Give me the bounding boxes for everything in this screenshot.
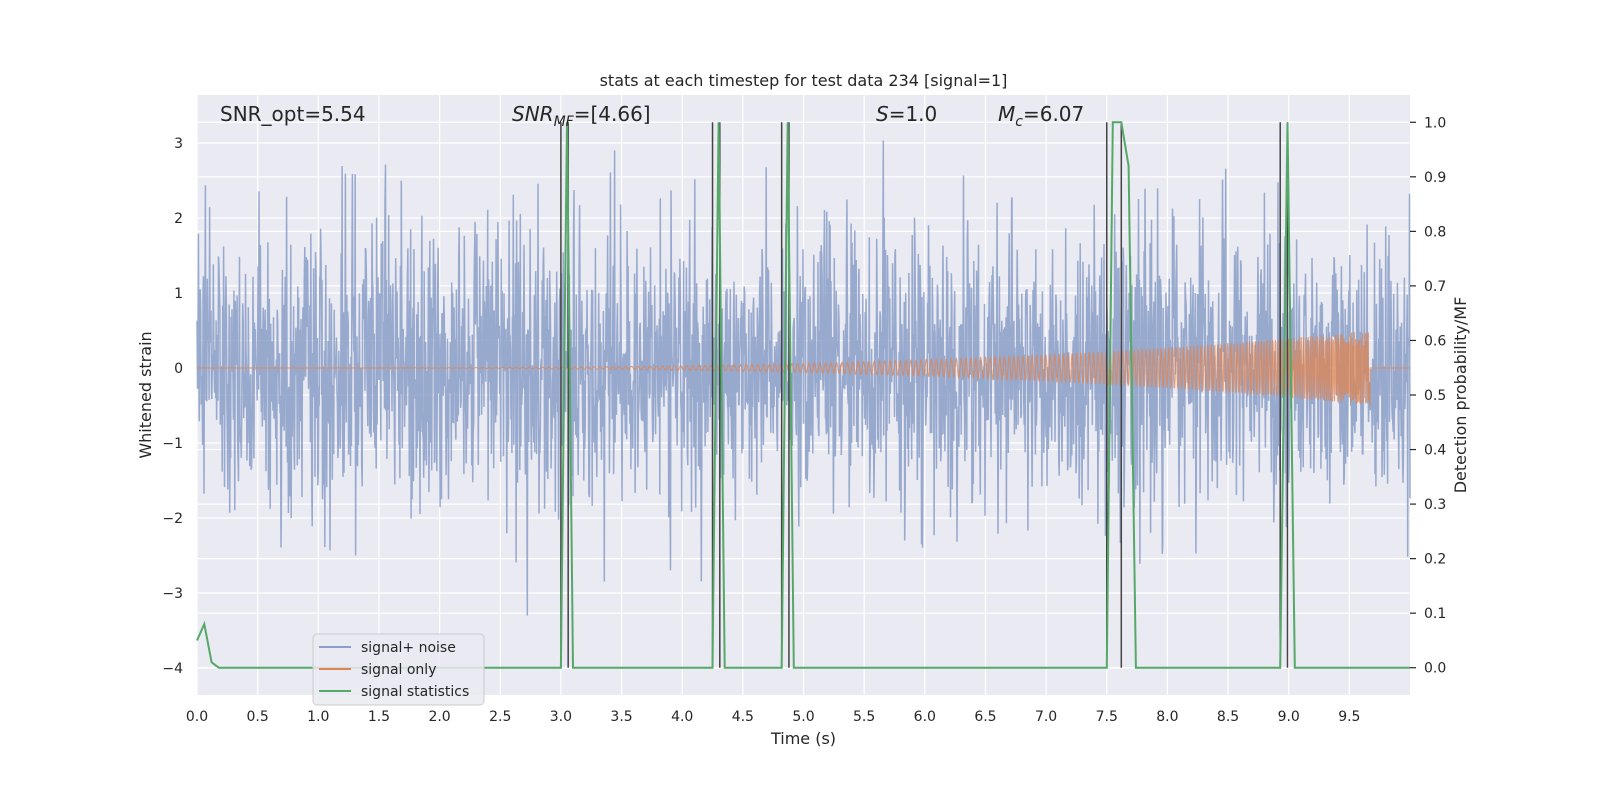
- legend: signal+ noise signal only signal statistic…: [312, 633, 485, 706]
- y-left-tick-label: −3: [162, 586, 183, 602]
- y-right-tick-label: 0.2: [1424, 552, 1446, 568]
- signal-statistics-line: [196, 121, 1410, 669]
- x-tick-label: 8.0: [1156, 709, 1178, 725]
- signal-noise-line: [196, 140, 1411, 616]
- y-left-tick-label: 0: [174, 361, 183, 377]
- signal-only-line: [197, 332, 1410, 406]
- annotation-mc-subscript: c: [1015, 114, 1023, 130]
- x-tick-label: 7.5: [1096, 709, 1118, 725]
- x-tick-label: 8.5: [1217, 709, 1239, 725]
- annotation-s-value: =1.0: [889, 102, 938, 126]
- y-right-tick-label: 0.0: [1424, 661, 1446, 677]
- annotation-mc-value: =6.07: [1023, 102, 1084, 126]
- y-left-tick-label: 3: [174, 136, 183, 152]
- signal-noise-series: [196, 140, 1411, 616]
- y-left-tick-label: 2: [174, 211, 183, 227]
- y-right-tick-label: 0.4: [1424, 443, 1446, 459]
- x-tick-label: 9.5: [1338, 709, 1360, 725]
- annotation-mc: Mc=6.07: [998, 102, 1084, 130]
- annotation-s-symbol: S: [876, 102, 889, 126]
- y-axis-left-label: Whitened strain: [136, 331, 155, 458]
- y-left-tick-label: −2: [162, 511, 183, 527]
- legend-label: signal statistics: [361, 684, 469, 700]
- legend-label: signal only: [361, 662, 436, 678]
- annotation-snr-mf-subscript: MF: [554, 114, 575, 130]
- annotation-snr-opt: SNR_opt=5.54: [220, 102, 366, 126]
- x-tick-label: 0.5: [247, 709, 269, 725]
- x-tick-label: 5.5: [853, 709, 875, 725]
- x-tick-label: 3.0: [550, 709, 572, 725]
- x-tick-label: 2.0: [428, 709, 450, 725]
- x-tick-label: 5.0: [792, 709, 814, 725]
- x-axis-ticks: 0.0 0.5 1.0 1.5 2.0 2.5 3.0 3.5 4.0 4.5 5.0 5.5 6.0 6…: [186, 709, 1361, 725]
- annotation-mc-symbol: M: [998, 102, 1015, 126]
- x-tick-label: 3.5: [610, 709, 632, 725]
- annotation-s: S=1.0: [876, 102, 937, 126]
- legend-label: signal+ noise: [361, 640, 456, 656]
- y-left-tick-label: −1: [162, 436, 183, 452]
- y-right-tick-label: 1.0: [1424, 115, 1446, 131]
- y-left-tick-label: 1: [174, 286, 183, 302]
- y-right-tick-label: 0.6: [1424, 333, 1446, 349]
- y-axis-right-ticks: 1.0 0.9 0.8 0.7 0.6 0.5 0.4 0.3 0.2 0.1 0.0: [1410, 115, 1446, 677]
- y-axis-left-ticks: 3 2 1 0 −1 −2 −3 −4: [162, 136, 183, 677]
- y-right-tick-label: 0.5: [1424, 388, 1446, 404]
- annotation-snr-mf-value: =[4.66]: [574, 102, 651, 126]
- x-tick-label: 4.5: [732, 709, 754, 725]
- y-right-tick-label: 0.8: [1424, 224, 1446, 240]
- signal-statistics-series: [196, 121, 1411, 669]
- y-right-tick-label: 0.9: [1424, 170, 1446, 186]
- annotation-snr-mf: SNRMF=[4.66]: [512, 102, 651, 130]
- x-tick-label: 2.5: [489, 709, 511, 725]
- x-tick-label: 0.0: [186, 709, 208, 725]
- x-tick-label: 1.0: [307, 709, 329, 725]
- x-tick-label: 9.0: [1278, 709, 1300, 725]
- x-tick-label: 6.0: [914, 709, 936, 725]
- chart-title: stats at each timestep for test data 234…: [600, 71, 1008, 90]
- y-right-tick-label: 0.1: [1424, 606, 1446, 622]
- y-left-tick-label: −4: [162, 661, 183, 677]
- y-axis-right-label: Detection probability/MF: [1451, 297, 1470, 494]
- annotation-snr-mf-symbol: SNR: [512, 102, 554, 126]
- x-tick-label: 6.5: [974, 709, 996, 725]
- y-right-tick-label: 0.3: [1424, 497, 1446, 513]
- x-tick-label: 1.5: [368, 709, 390, 725]
- x-axis-label: Time (s): [770, 729, 836, 748]
- x-tick-label: 4.0: [671, 709, 693, 725]
- y-right-tick-label: 0.7: [1424, 279, 1446, 295]
- signal-only-series: [197, 332, 1410, 406]
- legend-box: [312, 633, 485, 706]
- x-tick-label: 7.0: [1035, 709, 1057, 725]
